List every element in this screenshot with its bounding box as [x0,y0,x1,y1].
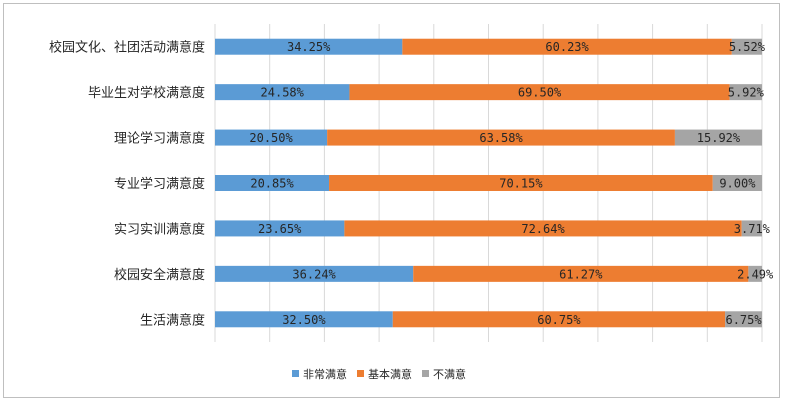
legend-label: 非常满意 [303,367,347,381]
category-label: 实习实训满意度 [114,221,205,237]
bar-segment [729,84,762,101]
data-label: 9.00% [719,177,756,191]
legend-swatch [292,370,299,377]
bar-segment [215,38,403,55]
bar-segment [674,129,762,146]
data-label: 20.85% [250,177,294,191]
data-label: 32.50% [282,313,326,327]
bar-segment [748,265,762,282]
bar-segment [215,220,345,237]
bar-segment [413,265,749,282]
category-label: 专业学习满意度 [114,176,205,192]
chart-frame [3,3,780,398]
legend-label: 不满意 [433,367,466,381]
bar-segment [215,175,330,191]
bar-segment [402,38,732,55]
bar-segment [349,84,730,101]
legend: 非常满意 基本满意 不满意 [292,367,466,381]
bar-segment [215,311,393,328]
data-label: 69.50% [518,86,562,100]
data-label: 5.92% [728,86,765,100]
bar-segment [392,311,726,328]
bar-segment [712,175,762,191]
category-label: 毕业生对学校满意度 [88,85,205,101]
legend-swatch [357,370,364,377]
bar-segment [329,175,713,191]
data-label: 61.27% [559,267,603,281]
data-label: 23.65% [258,222,302,236]
bar-segment [344,220,742,237]
legend-label: 基本满意 [368,367,412,381]
category-label: 生活满意度 [140,312,205,328]
data-label: 63.58% [479,131,523,145]
data-label: 3.71% [734,222,771,236]
data-label: 5.52% [729,40,766,54]
bars [215,38,762,328]
bar-segment [731,38,762,55]
data-labels: 34.25% 60.23% 5.52% 24.58% 69.50% 5.92% 20.50%… [249,40,774,327]
data-label: 2.49% [737,267,774,281]
data-label: 34.25% [287,40,331,54]
legend-swatch [422,370,429,377]
category-label: 校园文化、社团活动满意度 [49,40,205,56]
bar-segment [725,311,762,328]
data-label: 20.50% [249,131,293,145]
data-label: 60.23% [545,40,589,54]
bar-segment [215,265,414,282]
data-label: 72.64% [521,222,565,236]
bar-segment [741,220,762,237]
bar-segment [327,129,675,146]
category-labels: 校园文化、社团活动满意度毕业生对学校满意度理论学习满意度专业学习满意度实习实训满… [49,40,205,329]
category-label: 理论学习满意度 [114,131,205,147]
data-label: 60.75% [537,313,581,327]
data-label: 36.24% [292,267,336,281]
data-label: 70.15% [499,177,543,191]
data-label: 24.58% [261,86,305,100]
data-label: 6.75% [725,313,762,327]
bar-segment [215,84,350,101]
data-label: 15.92% [697,131,741,145]
bar-segment [215,129,328,146]
category-label: 校园安全满意度 [114,267,205,283]
